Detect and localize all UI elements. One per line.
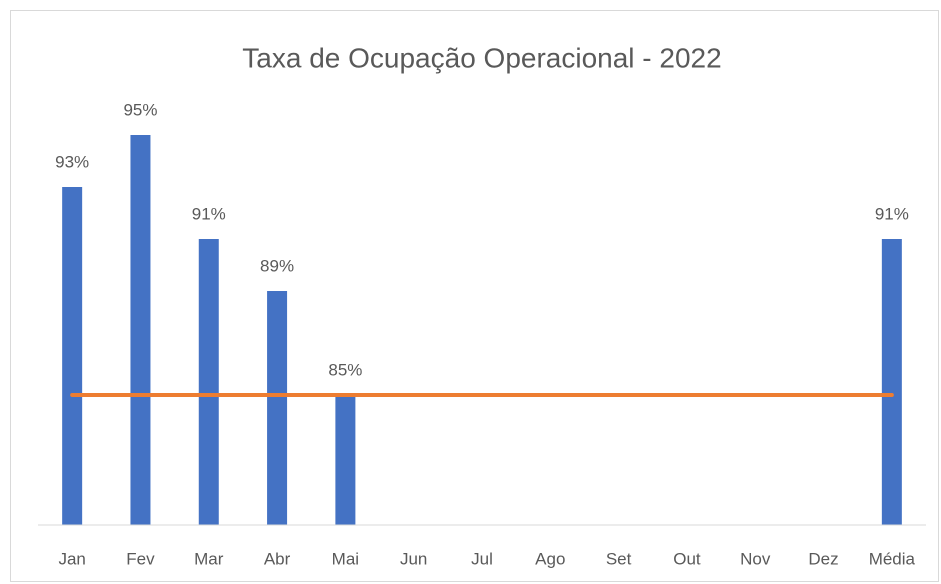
bar (62, 187, 83, 525)
bar (267, 291, 288, 525)
x-tick-label: Abr (264, 549, 291, 568)
x-tick-label: Média (869, 549, 916, 568)
data-label: 93% (55, 152, 89, 171)
bar (335, 395, 356, 525)
x-tick-label: Mar (194, 549, 224, 568)
x-tick-label: Mai (332, 549, 359, 568)
x-tick-label: Set (606, 549, 632, 568)
x-tick-label: Out (673, 549, 701, 568)
data-label: 91% (875, 204, 909, 223)
bar (130, 135, 151, 525)
data-label: 95% (123, 100, 157, 119)
x-tick-label: Jun (400, 549, 427, 568)
x-tick-label: Ago (535, 549, 565, 568)
bar (198, 239, 219, 525)
x-tick-label: Dez (808, 549, 838, 568)
chart-border (10, 10, 939, 582)
chart-title: Taxa de Ocupação Operacional - 2022 (242, 42, 721, 73)
bar (881, 239, 902, 525)
x-tick-label: Jan (58, 549, 85, 568)
x-tick-label: Jul (471, 549, 493, 568)
data-label: 91% (192, 204, 226, 223)
data-label: 85% (328, 360, 362, 379)
x-tick-label: Fev (126, 549, 155, 568)
x-tick-label: Nov (740, 549, 771, 568)
data-label: 89% (260, 256, 294, 275)
